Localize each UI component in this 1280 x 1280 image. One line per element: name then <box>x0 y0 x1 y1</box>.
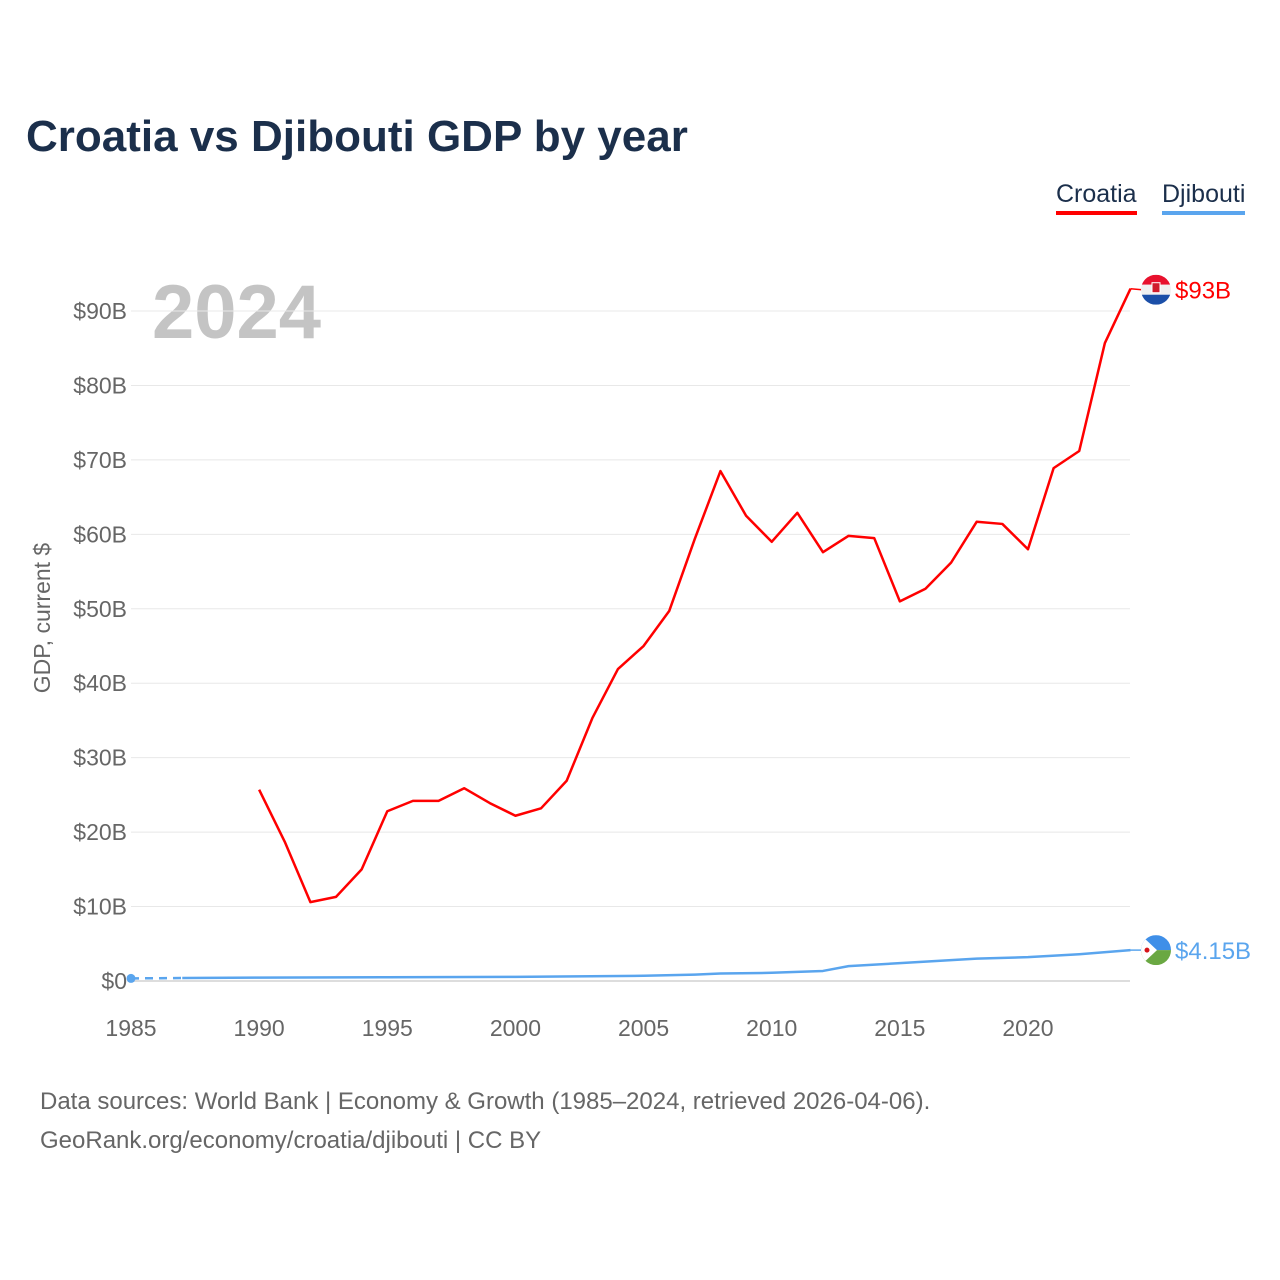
x-tick-label: 1995 <box>362 1015 413 1041</box>
source-line-1: Data sources: World Bank | Economy & Gro… <box>40 1088 931 1115</box>
djibouti-flag-icon <box>1141 935 1171 966</box>
croatia-end-label: $93B <box>1175 278 1231 305</box>
y-tick-label: $20B <box>73 819 127 845</box>
source-note: Data sources: World Bank | Economy & Gro… <box>40 1082 930 1160</box>
y-tick-label: $30B <box>73 745 127 771</box>
x-tick-label: 1990 <box>234 1015 285 1041</box>
legend-croatia[interactable]: Croatia <box>1056 180 1137 215</box>
label-connector <box>1130 287 1143 291</box>
djibouti-line <box>182 948 1131 980</box>
source-line-2[interactable]: GeoRank.org/economy/croatia/djibouti | C… <box>40 1127 542 1154</box>
y-tick-label: $40B <box>73 670 127 696</box>
x-tick-label: 2000 <box>490 1015 541 1041</box>
y-axis-label: GDP, current $ <box>29 543 55 694</box>
y-tick-label: $90B <box>73 298 127 324</box>
y-tick-label: $80B <box>73 372 127 398</box>
legend-djibouti[interactable]: Djibouti <box>1162 180 1246 215</box>
x-tick-label: 2005 <box>618 1015 669 1041</box>
y-tick-label: $0 <box>101 968 127 994</box>
x-tick-label: 1985 <box>105 1015 156 1041</box>
x-tick-label: 2020 <box>1002 1015 1053 1041</box>
croatia-line <box>258 288 1132 904</box>
x-tick-label: 2015 <box>874 1015 925 1041</box>
y-tick-label: $10B <box>73 894 127 920</box>
year-watermark: 2024 <box>152 270 321 355</box>
croatia-flag-icon <box>1141 274 1171 305</box>
chart-title: Croatia vs Djibouti GDP by year <box>26 112 688 161</box>
y-tick-label: $50B <box>73 596 127 622</box>
y-tick-label: $70B <box>73 447 127 473</box>
y-tick-label: $60B <box>73 521 127 547</box>
x-tick-label: 2010 <box>746 1015 797 1041</box>
djibouti-end-label: $4.15B <box>1175 938 1251 965</box>
